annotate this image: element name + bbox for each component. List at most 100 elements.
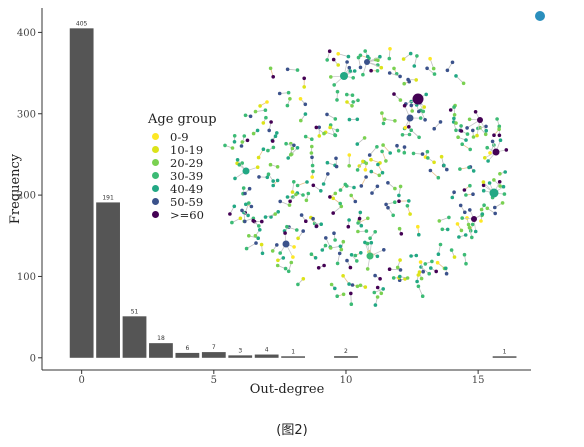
network-node	[398, 98, 403, 102]
network-node	[286, 156, 291, 160]
network-node	[398, 74, 402, 79]
x-tick-label: 15	[472, 375, 485, 386]
network-node	[401, 57, 406, 61]
x-tick-label: 0	[78, 375, 84, 386]
network-node	[237, 163, 242, 167]
bar-data-label: 4	[265, 347, 269, 354]
network-node	[438, 120, 443, 124]
network-node	[485, 145, 490, 150]
network-node	[258, 104, 262, 108]
network-node	[438, 242, 443, 247]
network-node	[270, 139, 275, 143]
x-ticks: 0 5 10 15	[78, 370, 485, 386]
network-node	[375, 295, 380, 299]
network-node	[498, 172, 502, 176]
network-node	[295, 68, 300, 72]
network-node	[428, 56, 432, 61]
network-node	[306, 191, 311, 196]
legend-label: 40-49	[170, 181, 204, 196]
network-node	[375, 69, 380, 73]
network-node	[314, 224, 319, 228]
network-node	[407, 79, 412, 84]
network-node	[445, 68, 450, 73]
network-node	[481, 188, 486, 193]
network-node	[395, 265, 400, 270]
network-node	[285, 103, 290, 108]
network-node	[442, 163, 446, 168]
network-node	[338, 201, 343, 206]
network-node	[432, 72, 437, 76]
network-node	[347, 65, 352, 70]
network-node	[304, 219, 308, 223]
network-node	[408, 212, 412, 216]
network-node	[323, 243, 328, 248]
network-node	[286, 269, 291, 274]
network-node	[284, 141, 288, 146]
network-node	[497, 180, 502, 184]
network-node	[242, 134, 247, 138]
network-node	[309, 252, 314, 256]
network-node	[362, 136, 367, 140]
network-node	[310, 137, 314, 141]
network-node	[444, 266, 448, 271]
network-node	[405, 276, 410, 280]
network-node	[380, 149, 384, 154]
legend-item: 0-9	[140, 130, 217, 144]
network-node	[243, 219, 247, 224]
network-node	[283, 266, 288, 271]
network-node	[331, 57, 336, 62]
network-node	[301, 193, 305, 197]
legend-label: 30-39	[170, 168, 204, 183]
network-node	[358, 210, 363, 215]
network-node	[364, 161, 369, 166]
network-node	[500, 201, 505, 205]
network-node	[266, 148, 270, 153]
network-node	[378, 277, 382, 281]
network-node	[396, 149, 401, 153]
network-node	[430, 259, 434, 264]
network-node	[325, 160, 330, 165]
network-node	[290, 146, 295, 151]
network-node	[445, 167, 449, 172]
legend-item: 10-19	[140, 143, 217, 157]
network-node	[493, 205, 497, 210]
network-node	[504, 148, 509, 152]
network-node	[303, 112, 308, 116]
network-node	[465, 126, 469, 130]
network-node	[403, 125, 408, 130]
y-axis-label: Frequency	[8, 153, 23, 224]
network-node	[295, 146, 300, 150]
network-node	[361, 159, 365, 164]
y-tick-label: 100	[17, 272, 36, 283]
network-node	[355, 259, 359, 263]
network-node	[286, 90, 291, 95]
network-node	[365, 54, 370, 59]
network-node	[275, 165, 280, 169]
network-node	[381, 287, 386, 291]
network-node	[230, 220, 234, 225]
bar	[281, 356, 306, 358]
network-node	[503, 170, 508, 174]
network-node	[298, 97, 303, 101]
network-node	[471, 128, 475, 133]
network-node	[369, 157, 373, 162]
network-node	[460, 142, 465, 146]
network-node	[426, 156, 430, 160]
network-node	[424, 92, 429, 97]
network-node	[501, 184, 506, 189]
network-node	[483, 132, 488, 137]
network-node	[435, 260, 440, 265]
legend-label: >=60	[170, 207, 204, 222]
network-node	[392, 92, 396, 96]
network-node	[338, 188, 343, 192]
network-node	[322, 131, 326, 136]
network-node	[415, 279, 419, 284]
network-node	[343, 182, 348, 187]
network-node	[353, 199, 358, 204]
network-edge	[246, 242, 257, 249]
network-node	[251, 131, 256, 136]
network-node	[311, 216, 315, 221]
network-node	[336, 63, 341, 67]
network-node	[347, 218, 351, 222]
network-node	[468, 147, 473, 152]
